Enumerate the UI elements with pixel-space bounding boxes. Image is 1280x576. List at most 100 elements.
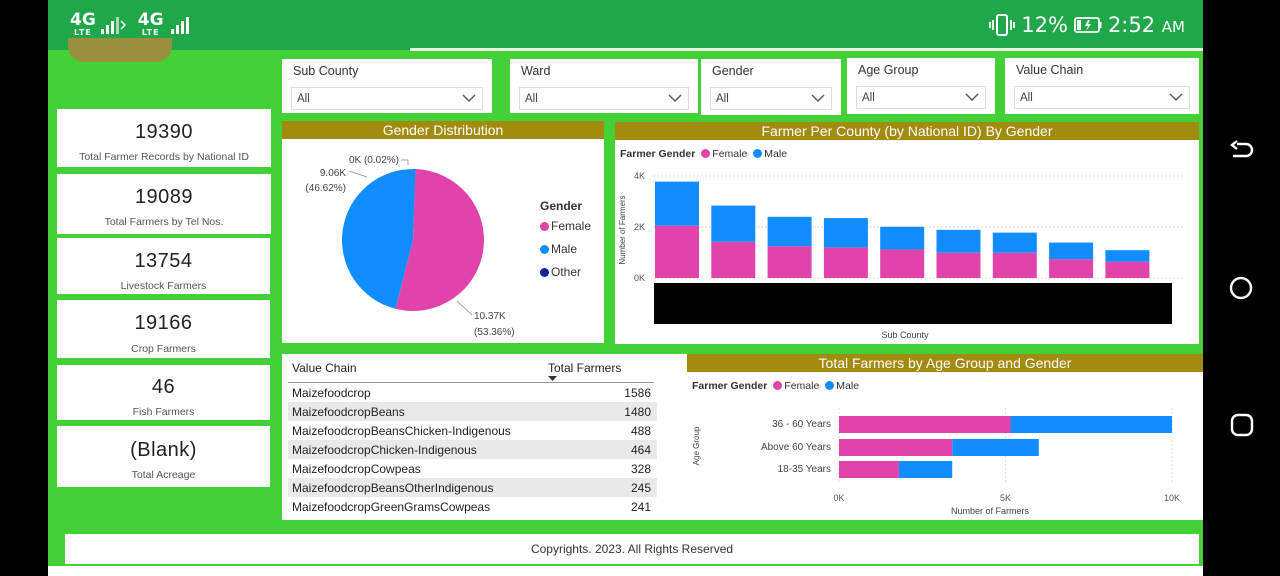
bar-female[interactable] (823, 247, 868, 278)
table-row[interactable]: MaizefoodcropBeansOtherIndigenous 245 (288, 478, 657, 497)
y-axis-label: Number of Farmers (618, 195, 627, 264)
bar-female[interactable] (936, 252, 981, 278)
y-tick-label: 4K (634, 171, 645, 181)
legend-swatch (540, 268, 549, 277)
kpi-card-fish-farmers: 46 Fish Farmers (57, 365, 270, 420)
table-row[interactable]: MaizefoodcropGreenGramsCowpeas 241 (288, 497, 657, 516)
kpi-caption: Total Acreage (131, 469, 196, 481)
table-row[interactable]: MaizefoodcropBeans 1480 (288, 402, 657, 421)
bar-male[interactable] (936, 229, 981, 253)
filter-sub-county[interactable]: Sub County All (282, 59, 492, 113)
bar-male[interactable] (1105, 250, 1150, 262)
table-header-divider (288, 382, 654, 383)
filter-label: Sub County (293, 64, 359, 78)
bar-female[interactable] (839, 439, 953, 456)
bar-female[interactable] (880, 249, 925, 278)
bar-male[interactable] (823, 218, 868, 248)
filter-gender[interactable]: Gender All (701, 59, 841, 115)
pie-slice-female[interactable] (395, 169, 484, 311)
filter-value-chain[interactable]: Value Chain All (1005, 58, 1199, 114)
pie-slice-male[interactable] (342, 169, 416, 309)
x-tick-label: 0K (833, 493, 844, 503)
phone-status-bar: 4G LTE 4G LTE (48, 0, 1203, 50)
filter-label: Age Group (858, 63, 919, 77)
panel-title: Gender Distribution (282, 121, 604, 139)
kpi-value: (Blank) (130, 439, 197, 461)
bar-female[interactable] (1105, 261, 1150, 278)
kpi-card-total-acreage: (Blank) Total Acreage (57, 426, 270, 487)
y-tick-label: 2K (634, 222, 645, 232)
pie-legend-item-male: Male (540, 242, 577, 256)
kpi-caption: Total Farmer Records by National ID (79, 151, 249, 163)
x-axis-label: Number of Farmers (951, 506, 1030, 516)
redacted-sub-county-labels (654, 283, 1172, 324)
filter-label: Ward (521, 64, 551, 78)
x-axis-label: Sub County (881, 330, 929, 340)
filter-label: Gender (712, 64, 754, 78)
table-row[interactable]: MaizefoodcropBeansChicken-Indigenous 488 (288, 421, 657, 440)
legend-item-male: Male (825, 380, 859, 392)
bar-female[interactable] (839, 461, 899, 478)
y-axis-label: Age Group (692, 426, 701, 465)
bar-male[interactable] (1049, 242, 1094, 260)
y-tick-label: 0K (634, 273, 645, 283)
vibrate-icon (989, 14, 1016, 36)
bar-male[interactable] (898, 461, 953, 478)
chart-legend: Farmer Gender Female Male (692, 380, 859, 392)
home-icon[interactable] (1229, 276, 1253, 300)
pie-legend-item-other: Other (540, 265, 581, 279)
bar-female[interactable] (1049, 259, 1094, 278)
bar-male[interactable] (880, 226, 925, 250)
filter-dropdown[interactable]: All (1014, 86, 1190, 109)
x-tick-label: 5K (1000, 493, 1011, 503)
kpi-caption: Crop Farmers (131, 343, 196, 355)
county-bar-chart: Number of Farmers Sub County 0K 2K 4K (618, 171, 1185, 340)
back-icon[interactable] (1229, 140, 1255, 162)
bar-male[interactable] (992, 232, 1037, 253)
bar-male[interactable] (655, 181, 699, 226)
kpi-value: 13754 (134, 250, 193, 272)
table-header-total-farmers[interactable]: Total Farmers (548, 361, 622, 375)
cell-value-chain: MaizefoodcropBeans (292, 405, 405, 419)
chevron-down-icon (462, 94, 476, 102)
cell-total-farmers: 488 (630, 424, 651, 438)
bar-male[interactable] (952, 439, 1039, 456)
bar-male[interactable] (1010, 416, 1172, 433)
bar-female[interactable] (839, 416, 1011, 433)
kpi-value: 19089 (134, 186, 194, 208)
cell-value-chain: MaizefoodcropBeansChicken-Indigenous (292, 424, 511, 438)
farmer-per-county-panel: Farmer Per County (by National ID) By Ge… (615, 122, 1199, 344)
bar-female[interactable] (992, 252, 1037, 278)
gender-pie-chart: 10.37K (53.36%) 9.06K (46.62%) 0K (0.02%… (305, 155, 515, 338)
filter-dropdown[interactable]: All (291, 87, 483, 110)
table-row[interactable]: MaizefoodcropCowpeas 328 (288, 459, 657, 478)
bar-male[interactable] (767, 216, 812, 247)
legend-item-female: Female (701, 148, 747, 160)
pie-legend-title: Gender (540, 199, 583, 213)
filter-dropdown[interactable]: All (519, 87, 689, 110)
bar-female[interactable] (711, 241, 756, 278)
kpi-caption: Livestock Farmers (120, 280, 207, 292)
pie-label-female-pct: (53.36%) (474, 327, 515, 338)
recents-icon[interactable] (1230, 413, 1254, 437)
bar-male[interactable] (711, 205, 756, 242)
footer: Copyrights. 2023. All Rights Reserved (65, 534, 1199, 564)
kpi-card-total-farmer-records: 19390 Total Farmer Records by National I… (57, 109, 271, 167)
table-header-value-chain[interactable]: Value Chain (292, 361, 357, 375)
battery-percent: 12% (1021, 13, 1068, 37)
bar-female[interactable] (655, 225, 699, 278)
filter-value: All (1020, 92, 1033, 104)
filter-dropdown[interactable]: All (710, 87, 832, 110)
bar-female[interactable] (767, 246, 812, 278)
filter-ward[interactable]: Ward All (510, 59, 698, 113)
pie-label-male-value: 9.06K (320, 168, 346, 179)
legend-item-male: Male (753, 148, 787, 160)
table-row[interactable]: Maizefoodcrop 1586 (288, 383, 657, 402)
pie-label-female-value: 10.37K (474, 311, 506, 322)
sort-desc-icon (548, 376, 557, 381)
table-row[interactable]: MaizefoodcropChicken-Indigenous 464 (288, 440, 657, 459)
cell-value-chain: MaizefoodcropCowpeas (292, 462, 421, 476)
cell-total-farmers: 1586 (624, 386, 651, 400)
filter-age-group[interactable]: Age Group All (847, 58, 995, 114)
filter-dropdown[interactable]: All (856, 86, 986, 109)
